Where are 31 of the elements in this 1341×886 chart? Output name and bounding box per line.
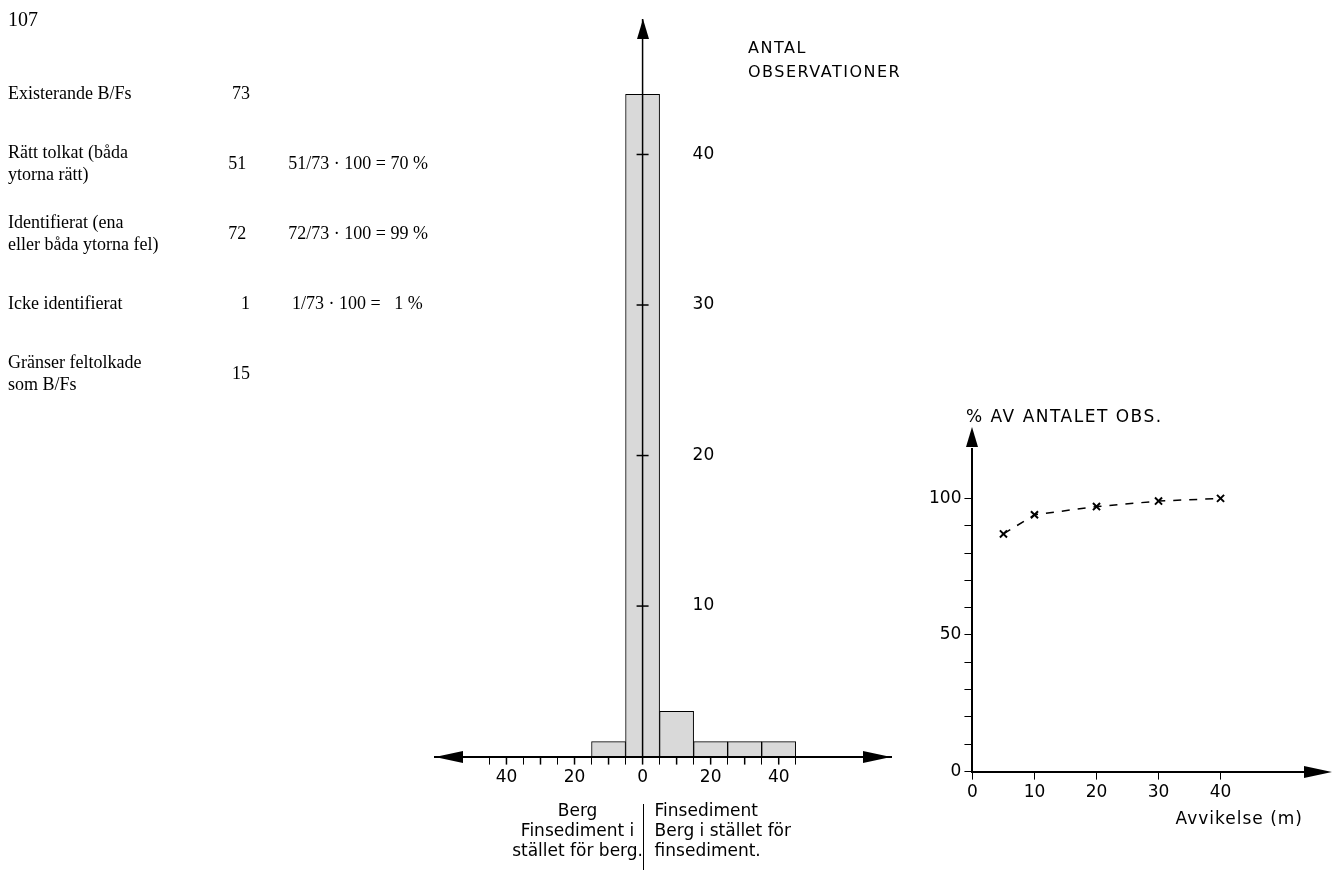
y-tick-label: 50 xyxy=(939,623,962,644)
x-tick-label: 40 xyxy=(767,766,790,787)
point xyxy=(1091,502,1102,512)
y-axis-title: ANTAL OBSERVATIONER xyxy=(748,37,902,83)
x-tick-label: 10 xyxy=(1023,781,1046,802)
text: Identifierat (ena eller båda ytorna fel) 72 72/73 · 100 = 99 % xyxy=(8,212,428,254)
text: Rätt tolkat (båda ytorna rätt) 51 51/73 · 100 = 70 % xyxy=(8,142,428,184)
x-tick-label: 0 xyxy=(967,781,978,802)
y-tick-label: 100 xyxy=(928,486,962,507)
text: Finsediment Berg i stället för finsediment. xyxy=(654,800,792,860)
x-tick-label: 30 xyxy=(1147,781,1170,802)
y-tick-label: 20 xyxy=(692,443,715,464)
point xyxy=(998,529,1008,539)
x-tick-label: 0 xyxy=(637,766,648,787)
text: 107 xyxy=(8,8,39,31)
point xyxy=(1216,493,1226,503)
text: Icke identifierat 1 1/73 · 100 = 1 % xyxy=(8,293,423,313)
x-tick-label: 40 xyxy=(495,766,518,787)
text: Berg Finsediment i stället för berg. xyxy=(512,800,643,860)
x-axis-title: Avvikelse (m) xyxy=(1175,808,1303,828)
point xyxy=(1029,510,1040,520)
y-tick-label: 40 xyxy=(692,142,715,163)
y-tick-label: 30 xyxy=(692,293,715,314)
point xyxy=(1153,496,1164,506)
y-axis-title: % AV ANTALET OBS. xyxy=(966,406,1163,426)
text: Existerande B/Fs 73 xyxy=(8,83,250,103)
text: Gränser feltolkade som B/Fs 15 xyxy=(8,352,250,394)
y-tick-label: 10 xyxy=(692,594,715,615)
x-tick-label: 40 xyxy=(1209,781,1232,802)
x-tick-label: 20 xyxy=(1085,781,1108,802)
x-tick-label: 20 xyxy=(563,766,586,787)
